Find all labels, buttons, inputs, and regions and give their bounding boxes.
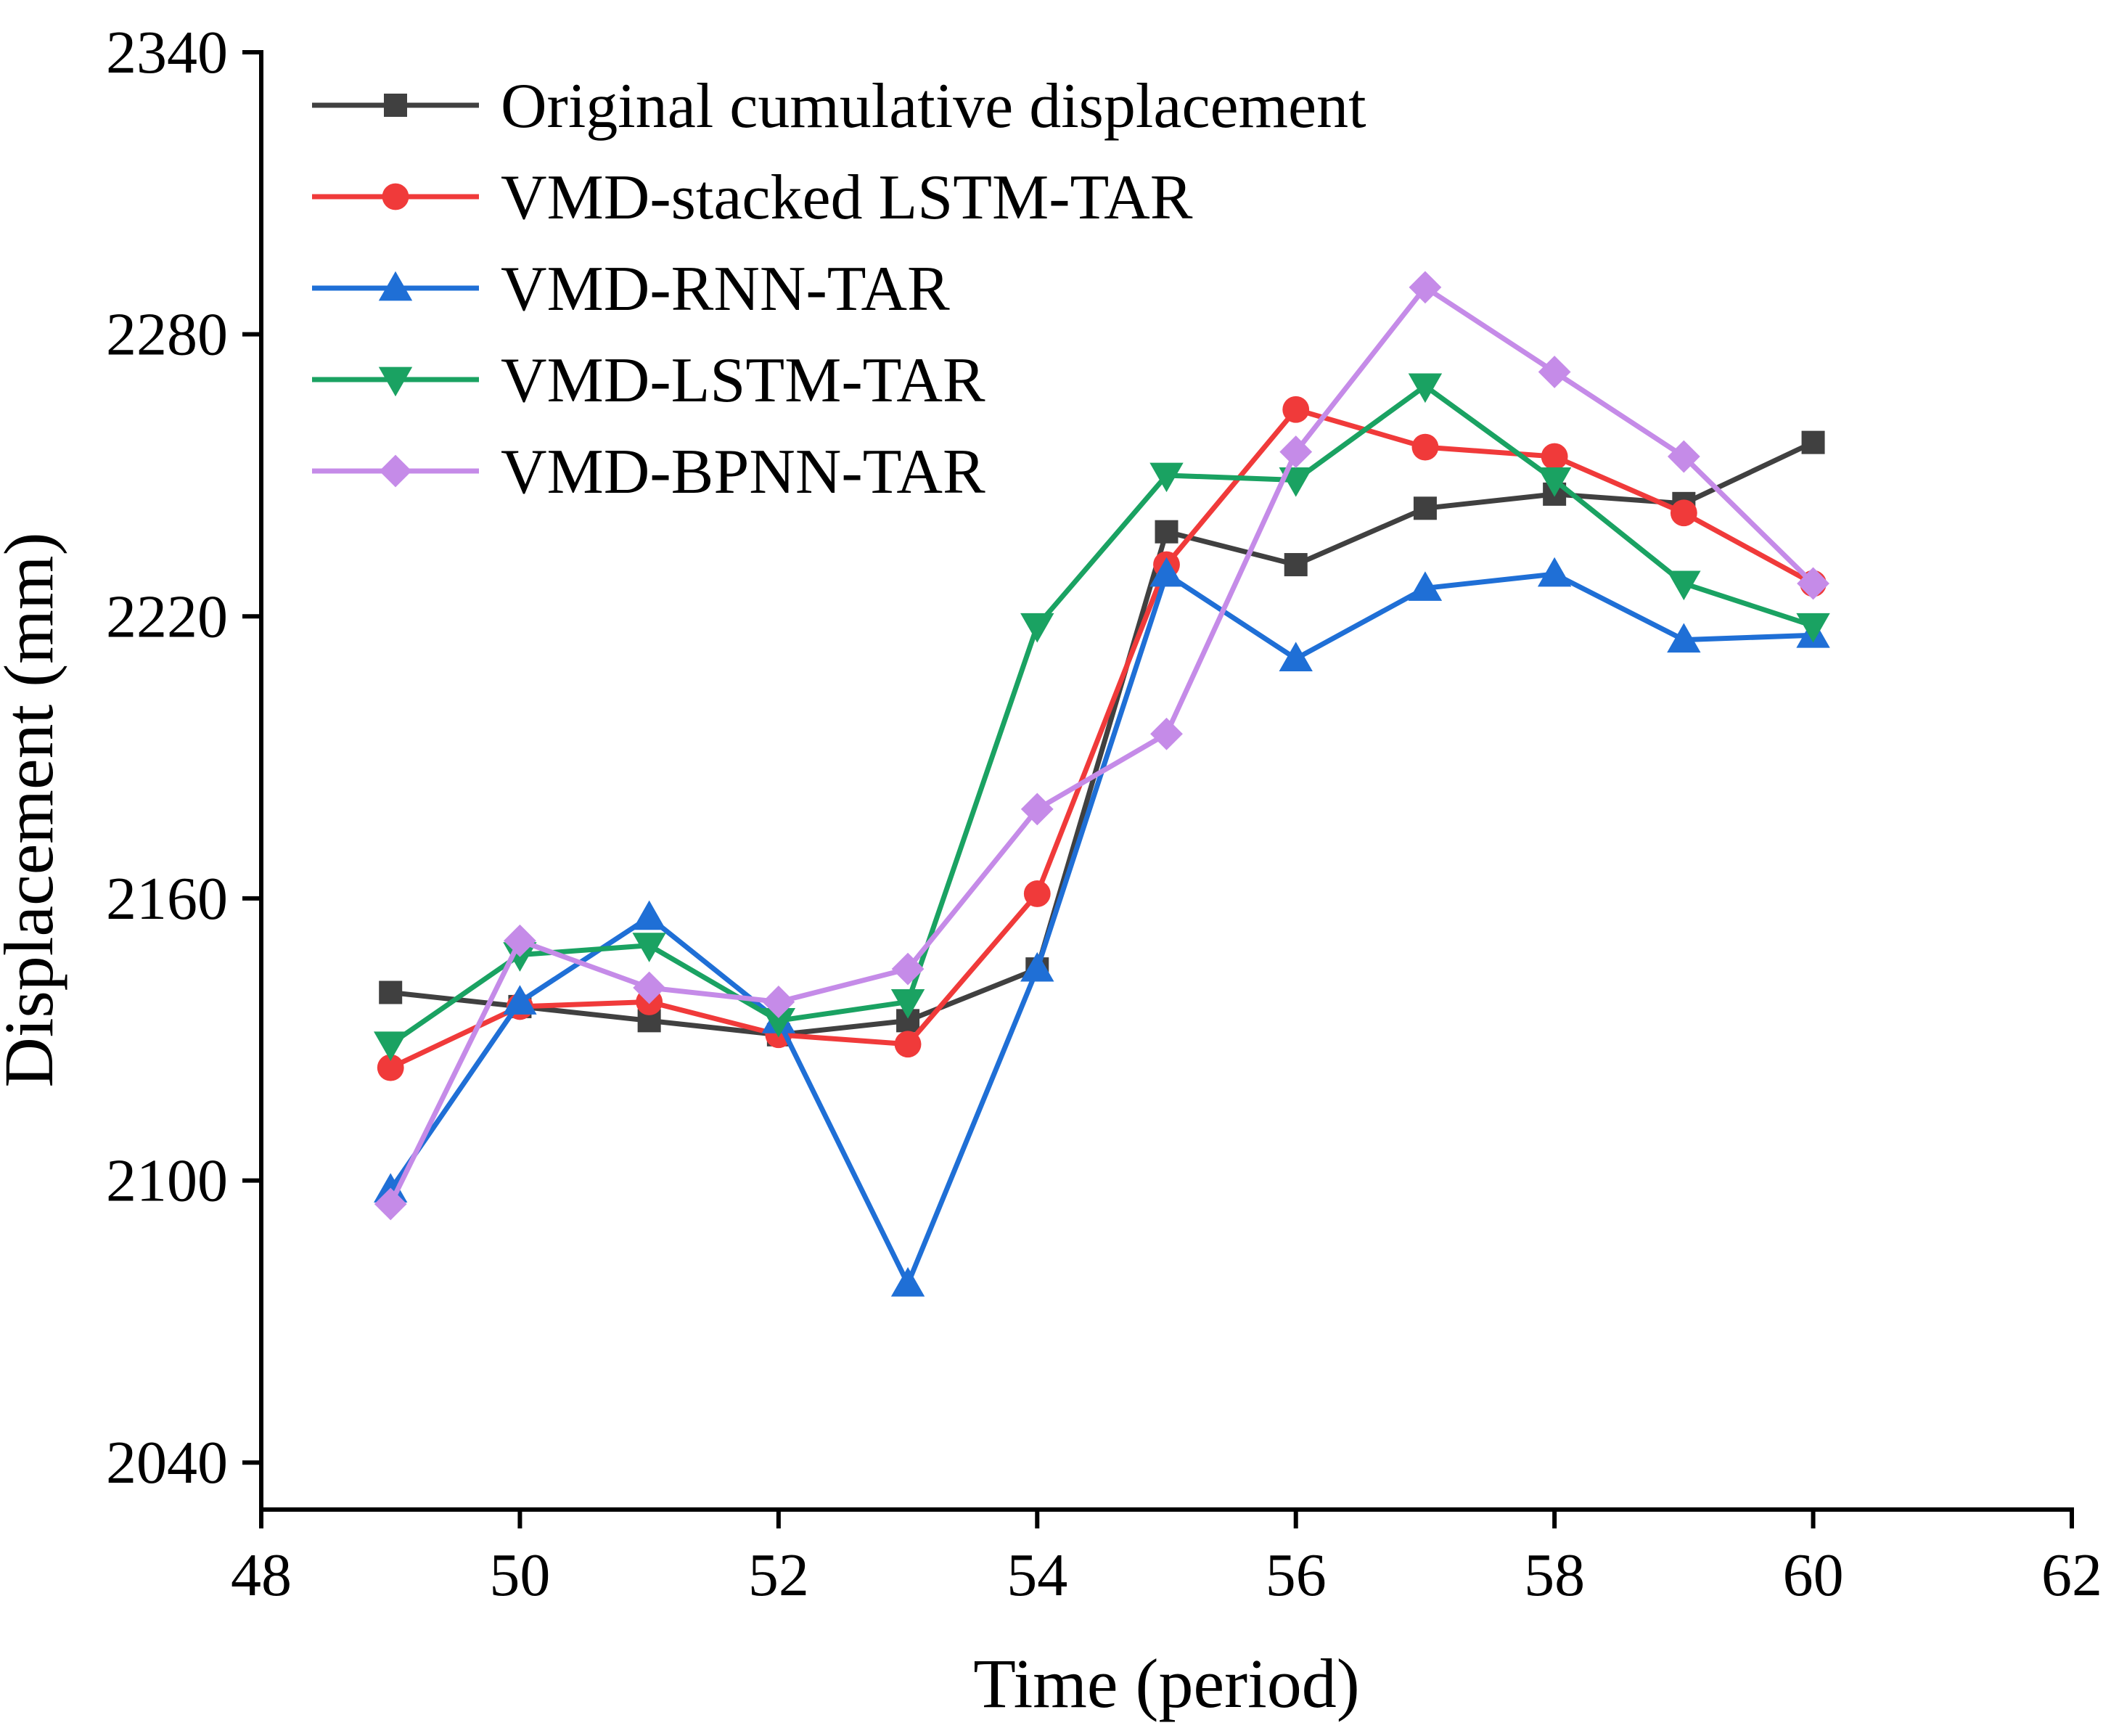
data-point	[1670, 499, 1697, 527]
legend-label: VMD-BPNN-TAR	[501, 437, 985, 507]
x-tick-label: 56	[1266, 1541, 1327, 1609]
data-point	[1023, 880, 1051, 907]
y-tick-label: 2100	[106, 1147, 228, 1215]
x-tick-label: 52	[748, 1541, 809, 1609]
data-point	[890, 1266, 925, 1297]
data-point	[1408, 571, 1443, 601]
legend-item: VMD-RNN-TAR	[312, 254, 950, 324]
legend-label: VMD-RNN-TAR	[501, 254, 950, 324]
series-line	[388, 284, 1816, 1205]
legend: Original cumulative displacement VMD-stac…	[312, 71, 1366, 507]
y-tick-label: 2340	[106, 19, 228, 86]
data-point	[894, 1031, 922, 1058]
series-5	[374, 271, 1829, 1221]
data-point	[1413, 496, 1437, 520]
data-point	[503, 985, 537, 1015]
data-point	[1667, 440, 1700, 473]
data-point	[632, 900, 666, 930]
legend-marker	[382, 183, 409, 210]
data-point	[1408, 373, 1443, 404]
data-point	[1020, 613, 1054, 643]
data-point	[1282, 396, 1310, 423]
data-point	[379, 980, 403, 1004]
y-axis-title: Displacement (mm)	[0, 532, 67, 1087]
data-point	[1020, 793, 1054, 826]
legend-marker	[378, 271, 413, 301]
data-point	[1150, 717, 1183, 750]
series-group	[374, 271, 1830, 1297]
data-point	[1537, 557, 1572, 587]
y-tick-label: 2040	[106, 1429, 228, 1497]
data-point	[1279, 435, 1313, 468]
data-point	[632, 933, 666, 962]
data-point	[1667, 570, 1701, 601]
x-tick-label: 50	[489, 1541, 550, 1609]
series-3	[374, 557, 1830, 1297]
data-point	[1149, 462, 1184, 493]
legend-marker	[378, 367, 413, 397]
data-point	[1155, 520, 1179, 544]
data-point	[1409, 271, 1442, 304]
legend-item: VMD-LSTM-TAR	[312, 345, 985, 416]
data-point	[1279, 642, 1313, 671]
legend-label: VMD-LSTM-TAR	[501, 345, 985, 416]
legend-item: VMD-stacked LSTM-TAR	[312, 163, 1193, 233]
data-point	[890, 989, 925, 1019]
data-point	[1801, 430, 1825, 454]
y-tick-label: 2280	[106, 301, 228, 369]
axes: 48 50 52 54 56 58 60 62 2040 2100 2160 2220 2280 2340	[106, 19, 2102, 1609]
data-point	[374, 1031, 408, 1061]
legend-marker	[379, 454, 412, 488]
data-point	[1797, 567, 1829, 600]
data-point	[504, 924, 536, 957]
data-point	[1149, 557, 1184, 587]
x-tick-label: 58	[1524, 1541, 1585, 1609]
x-tick-label: 62	[2041, 1541, 2102, 1609]
data-point	[1537, 467, 1572, 497]
series-line	[389, 383, 1814, 1047]
x-tick-label: 60	[1783, 1541, 1844, 1609]
legend-item: VMD-BPNN-TAR	[312, 437, 985, 507]
data-point	[633, 971, 666, 1004]
series-4	[374, 373, 1830, 1061]
data-point	[377, 1054, 404, 1081]
y-tick-label: 2160	[106, 865, 228, 933]
data-point	[1020, 951, 1054, 982]
data-point	[1667, 623, 1701, 653]
series-line	[388, 571, 1813, 1287]
legend-label: VMD-stacked LSTM-TAR	[501, 163, 1193, 233]
data-point	[1796, 613, 1830, 643]
x-tick-label: 48	[231, 1541, 292, 1609]
data-point	[762, 986, 795, 1018]
series-line	[389, 406, 1815, 1070]
x-axis-title: Time (period)	[973, 1645, 1359, 1722]
data-point	[1541, 443, 1568, 470]
data-point	[1411, 433, 1439, 461]
x-tick-label: 54	[1007, 1541, 1067, 1609]
data-point	[1284, 553, 1308, 577]
legend-item: Original cumulative displacement	[312, 71, 1366, 142]
y-tick-label: 2220	[106, 583, 228, 650]
data-point	[761, 1007, 796, 1038]
data-point	[1538, 356, 1571, 388]
data-point	[891, 952, 925, 986]
data-point	[374, 1187, 407, 1221]
legend-marker	[384, 94, 407, 117]
legend-label: Original cumulative displacement	[501, 71, 1366, 142]
